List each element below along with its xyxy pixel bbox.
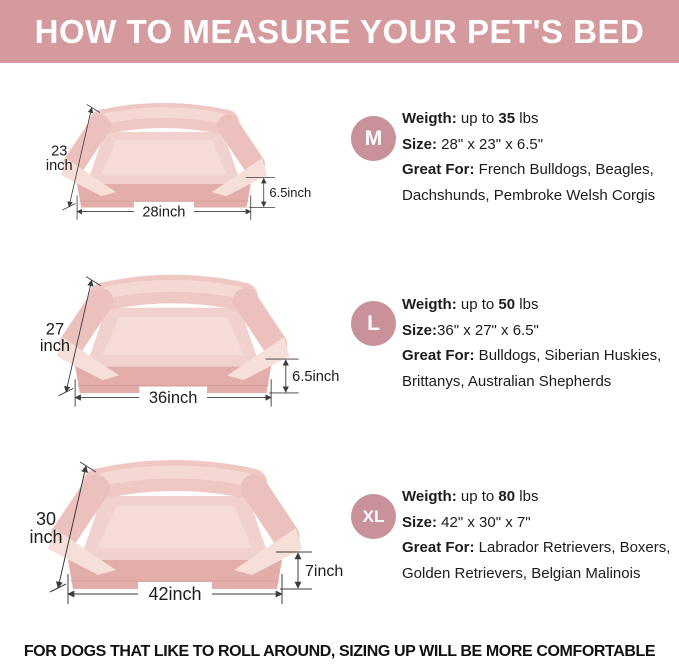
- size-badge-xl: XL: [351, 494, 396, 539]
- page-title: HOW TO MEASURE YOUR PET'S BED: [34, 12, 645, 50]
- size-line: Size: 28" x 23" x 6.5": [402, 135, 544, 153]
- size-line: Size:36" x 27" x 6.5": [402, 321, 539, 339]
- depth-dimension: [62, 104, 101, 211]
- height-value: 6.5inch: [269, 185, 311, 200]
- width-value: 42inch: [148, 584, 201, 604]
- bed-illustration: [56, 274, 290, 393]
- depth-value: 27: [46, 320, 64, 338]
- bed-diagram-l: 27 inch 36inch 6.5inch: [40, 274, 339, 407]
- size-specs-m: Weigth: up to 35 lbs Size: 28" x 23" x 6…: [402, 106, 679, 208]
- bed-figure-m: 23 inch 28inch 6.5inch: [30, 72, 311, 230]
- height-dimension: [276, 551, 312, 590]
- size-specs-xl: Weigth: up to 80 lbs Size: 42" x 30" x 7…: [402, 484, 679, 586]
- great-for-line: Great For: Bulldogs, Siberian Huskies, B…: [402, 347, 662, 390]
- bed-figure-l: 27 inch 36inch 6.5inch: [22, 240, 339, 419]
- bed-illustration: [60, 102, 267, 208]
- depth-dimension: [58, 276, 102, 397]
- height-value: 6.5inch: [292, 369, 339, 385]
- bed-illustration: [48, 460, 302, 589]
- size-line: Size: 42" x 30" x 7": [402, 513, 531, 531]
- weight-line: Weigth: up to 35 lbs: [402, 110, 539, 127]
- bed-diagram-xl: 30 inch 42inch 7inch: [29, 460, 343, 604]
- depth-unit: inch: [29, 527, 62, 547]
- weight-line: Weigth: up to 50 lbs: [402, 296, 539, 313]
- bed-diagram-m: 23 inch 28inch 6.5inch: [46, 102, 311, 220]
- depth-value: 30: [36, 509, 56, 529]
- depth-unit: inch: [40, 337, 70, 355]
- header-banner: HOW TO MEASURE YOUR PET'S BED: [0, 0, 679, 63]
- height-dimension: [245, 177, 276, 208]
- footer-note: FOR DOGS THAT LIKE TO ROLL AROUND, SIZIN…: [23, 643, 656, 660]
- size-badge-l: L: [351, 301, 396, 346]
- weight-line: Weigth: up to 80 lbs: [402, 488, 539, 505]
- size-badge-m: M: [351, 116, 396, 161]
- great-for-line: Great For: French Bulldogs, Beagles, Dac…: [402, 161, 656, 204]
- depth-dimension: [49, 461, 97, 593]
- bed-figure-xl: 30 inch 42inch 7inch: [10, 422, 355, 617]
- depth-value: 23: [51, 144, 67, 160]
- height-dimension: [265, 358, 299, 394]
- great-for-line: Great For: Labrador Retrievers, Boxers, …: [402, 539, 671, 582]
- height-value: 7inch: [305, 563, 343, 580]
- depth-unit: inch: [46, 158, 73, 174]
- width-value: 28inch: [142, 204, 185, 220]
- size-specs-l: Weigth: up to 50 lbs Size:36" x 27" x 6.…: [402, 292, 679, 394]
- width-value: 36inch: [149, 389, 198, 407]
